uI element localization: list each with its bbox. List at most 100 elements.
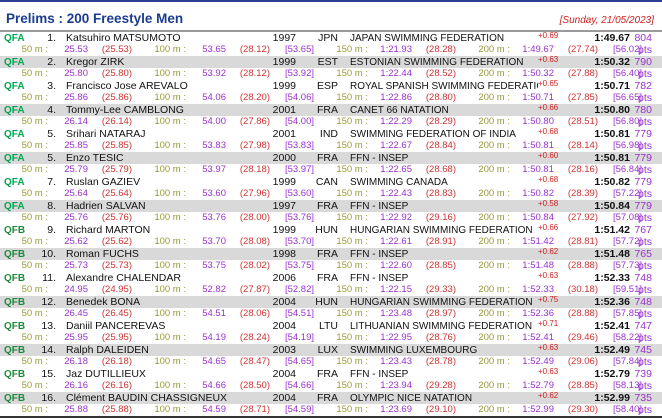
split-label-200m: 200 m : [478,188,510,199]
birth-year: 1999 [272,56,296,68]
split-time-150m: 1:23.94 [380,380,412,391]
split-lap-200m: [57.85] [612,308,642,319]
split-diff-200m: (27.88) [567,68,598,79]
split-time-150m: 1:22.86 [380,92,412,103]
split-lap-200m: [57.22] [612,188,642,199]
swimmer-name: Enzo TESIC [66,152,124,164]
points: 779 pts [634,152,652,176]
result-entry: QFA 5. Srihari NATARAJ 2001 IND SWIMMING… [0,127,662,152]
reaction-time: +0.66 [538,103,559,112]
split-lap-100m: [54.19] [284,332,314,343]
split-label-150m: 150 m : [336,140,368,151]
split-lap-200m: [56.80] [612,116,642,127]
page-header: Prelims : 200 Freestyle Men [Sunday, 21/… [0,2,662,32]
split-label-150m: 150 m : [336,188,368,199]
points: 790 pts [634,56,652,80]
split-lap-200m: [58.40] [612,404,642,415]
split-lap-200m: [56.02] [612,44,642,55]
splits-line: 50 m : 25.73 (25.73) 100 m : 53.75 (28.0… [0,260,662,272]
split-diff-100m: (28.47) [239,356,270,367]
split-label-200m: 200 m : [478,332,510,343]
split-label-150m: 150 m : [336,236,368,247]
qualification-badge: QFB [4,393,26,404]
final-time: 1:49.67 [594,32,630,44]
club-name: CANET 66 NATATION [350,105,449,116]
final-time: 1:50.71 [594,80,630,92]
split-time-100m: 53.76 [202,212,226,223]
reaction-time: +0.68 [538,127,559,136]
split-lap-100m: [53.70] [284,236,314,247]
split-label-200m: 200 m : [478,284,510,295]
split-time-100m: 53.97 [202,164,226,175]
qualification-badge: QFA [4,81,25,92]
split-diff-100m: (28.71) [239,404,270,415]
splits-line: 50 m : 25.79 (25.79) 100 m : 53.97 (28.1… [0,164,662,176]
qualification-badge: QFB [4,273,26,284]
split-time-100m: 53.92 [202,68,226,79]
split-time-150m: 1:22.29 [380,116,412,127]
split-diff-100m: (28.12) [239,44,270,55]
qualification-badge: QFA [4,33,25,44]
birth-year: 1999 [272,80,296,92]
splits-line: 50 m : 26.14 (26.14) 100 m : 54.00 (27.8… [0,116,662,128]
rank: 13. [41,320,56,332]
split-diff-150m: (28.83) [425,188,456,199]
split-label-150m: 150 m : [336,308,368,319]
points: 747 pts [634,320,652,344]
qualification-badge: QFA [4,57,25,68]
result-entry: QFB 12. Benedek BONA 2004 HUN HUNGARIAN … [0,295,662,320]
split-label-50m: 50 m : [21,284,48,295]
split-time-100m: 54.66 [202,380,226,391]
split-diff-100m: (28.00) [239,212,270,223]
split-label-200m: 200 m : [478,308,510,319]
nation-code: FRA [317,272,338,284]
split-label-100m: 100 m : [154,140,186,151]
nation-code: FRA [317,368,338,380]
split-diff-200m: (28.14) [567,140,598,151]
qualification-badge: QFB [4,345,26,356]
qualification-badge: QFB [4,249,26,260]
split-time-50m: 25.85 [64,140,88,151]
split-time-200m: 1:50.81 [522,164,554,175]
split-time-150m: 1:23.48 [380,308,412,319]
reaction-time: +0.60 [538,151,559,160]
split-diff-100m: (28.24) [239,332,270,343]
nation-code: HUN [315,296,338,308]
split-label-50m: 50 m : [21,212,48,223]
split-diff-200m: (29.06) [567,356,598,367]
split-time-50m: 26.18 [64,356,88,367]
split-time-100m: 53.65 [202,44,226,55]
split-time-50m: 25.88 [64,404,88,415]
split-time-50m: 25.53 [64,44,88,55]
split-label-200m: 200 m : [478,380,510,391]
nation-code: HUN [315,224,338,236]
split-time-150m: 1:22.43 [380,188,412,199]
split-lap-200m: [56.84] [612,164,642,175]
split-time-150m: 1:22.65 [380,164,412,175]
club-name: FFN - INSEP [350,273,409,284]
split-time-200m: 1:51.48 [522,260,554,271]
split-time-200m: 1:52.33 [522,284,554,295]
swimmer-name: Jaz DUTILLIEUX [66,368,146,380]
split-diff-50m: (25.85) [101,140,132,151]
split-time-200m: 1:50.71 [522,92,554,103]
entry-main-line: QFA 2. Kregor ZIRK 1999 EST ESTONIAN SWI… [0,55,662,80]
split-lap-200m: [57.84] [612,356,642,367]
nation-code: JPN [318,32,338,44]
result-entry: QFB 13. Daniil PANCEREVAS 2004 LTU LITHU… [0,319,662,344]
split-time-50m: 25.86 [64,92,88,103]
split-lap-100m: [53.60] [284,188,314,199]
split-diff-200m: (29.46) [567,332,598,343]
points: 739 pts [634,368,652,392]
rank: 4. [47,104,56,116]
split-label-150m: 150 m : [336,44,368,55]
split-lap-100m: [53.92] [284,68,314,79]
reaction-time: +0.63 [538,271,559,280]
result-entry: QFA 4. Tommy-Lee CAMBLONG 2001 FRA CANET… [0,103,662,128]
split-label-50m: 50 m : [21,356,48,367]
split-diff-50m: (25.88) [101,404,132,415]
split-diff-50m: (24.95) [101,284,132,295]
entry-main-line: QFA 1. Katsuhiro MATSUMOTO 1997 JPN JAPA… [0,31,662,56]
split-diff-100m: (27.87) [239,284,270,295]
split-time-200m: 1:52.99 [522,404,554,415]
